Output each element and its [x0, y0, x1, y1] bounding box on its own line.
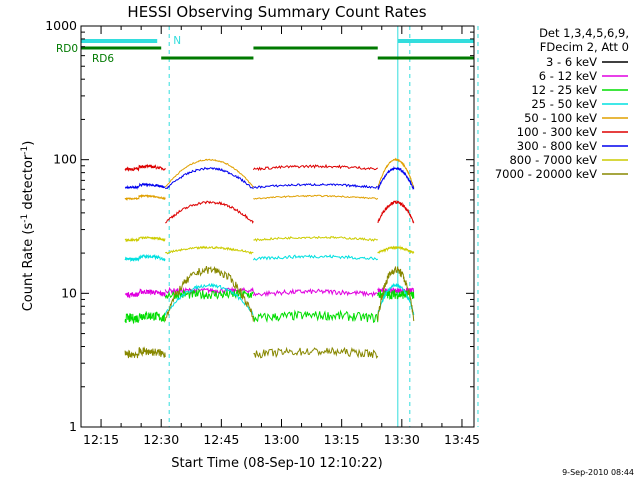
y-tick-label-2: 100	[53, 152, 77, 167]
x-axis: 12:15 12:30 12:45 13:00 13:15 13:30 13:45	[80, 26, 480, 447]
legend-label-0: 3 - 6 keV	[546, 55, 597, 69]
x-tick-label-3: 13:00	[263, 432, 299, 447]
series-lines	[124, 157, 415, 359]
legend-label-7: 800 - 7000 keV	[509, 153, 597, 167]
series-7-line	[124, 235, 415, 255]
x-tick-label-1: 12:30	[143, 432, 179, 447]
x-tick-label-2: 12:45	[203, 432, 239, 447]
series-4-line	[124, 157, 415, 202]
flag-label-rd6: RD6	[92, 53, 114, 65]
footer-timestamp: 9-Sep-2010 08:44	[562, 468, 634, 477]
legend-label-6: 300 - 800 keV	[517, 139, 597, 153]
legend-header-line-2: FDecim 2, Att 0	[540, 40, 629, 54]
chart-title: HESSI Observing Summary Count Rates	[127, 3, 426, 21]
night-bands	[80, 26, 479, 427]
legend: Det 1,3,4,5,6,9, FDecim 2, Att 0 3 - 6 k…	[495, 26, 629, 181]
saa-label: N	[173, 35, 181, 47]
legend-label-5: 100 - 300 keV	[517, 125, 597, 139]
legend-label-4: 50 - 100 keV	[524, 111, 597, 125]
series-1-line	[124, 286, 415, 299]
series-2-line	[124, 288, 415, 325]
plot-frame	[80, 25, 475, 428]
legend-label-2: 12 - 25 keV	[531, 83, 597, 97]
legend-header-line-1: Det 1,3,4,5,6,9,	[539, 26, 629, 40]
flag-label-rd0: RD0	[56, 43, 78, 55]
legend-label-1: 6 - 12 keV	[539, 69, 597, 83]
legend-label-3: 25 - 50 keV	[531, 97, 597, 111]
y-tick-label-1: 10	[61, 285, 77, 300]
flag-bars	[81, 46, 474, 60]
y-tick-label-3: 1000	[45, 18, 77, 33]
series-5-line	[124, 163, 415, 224]
series-8-line	[124, 265, 415, 359]
legend-label-8: 7000 - 20000 keV	[495, 167, 597, 181]
x-tick-label-4: 13:15	[324, 432, 360, 447]
x-axis-label: Start Time (08-Sep-10 12:10:22)	[171, 456, 382, 471]
x-tick-label-5: 13:30	[384, 432, 420, 447]
y-axis: 1 10 100 1000	[45, 18, 474, 434]
series-3-line	[124, 253, 415, 316]
series-6-line	[124, 166, 415, 190]
y-tick-label-0: 1	[69, 419, 77, 434]
x-tick-label-0: 12:15	[83, 432, 119, 447]
x-tick-label-6: 13:45	[444, 432, 480, 447]
y-axis-label: Count Rate (s-1 detector-1)	[20, 141, 36, 312]
